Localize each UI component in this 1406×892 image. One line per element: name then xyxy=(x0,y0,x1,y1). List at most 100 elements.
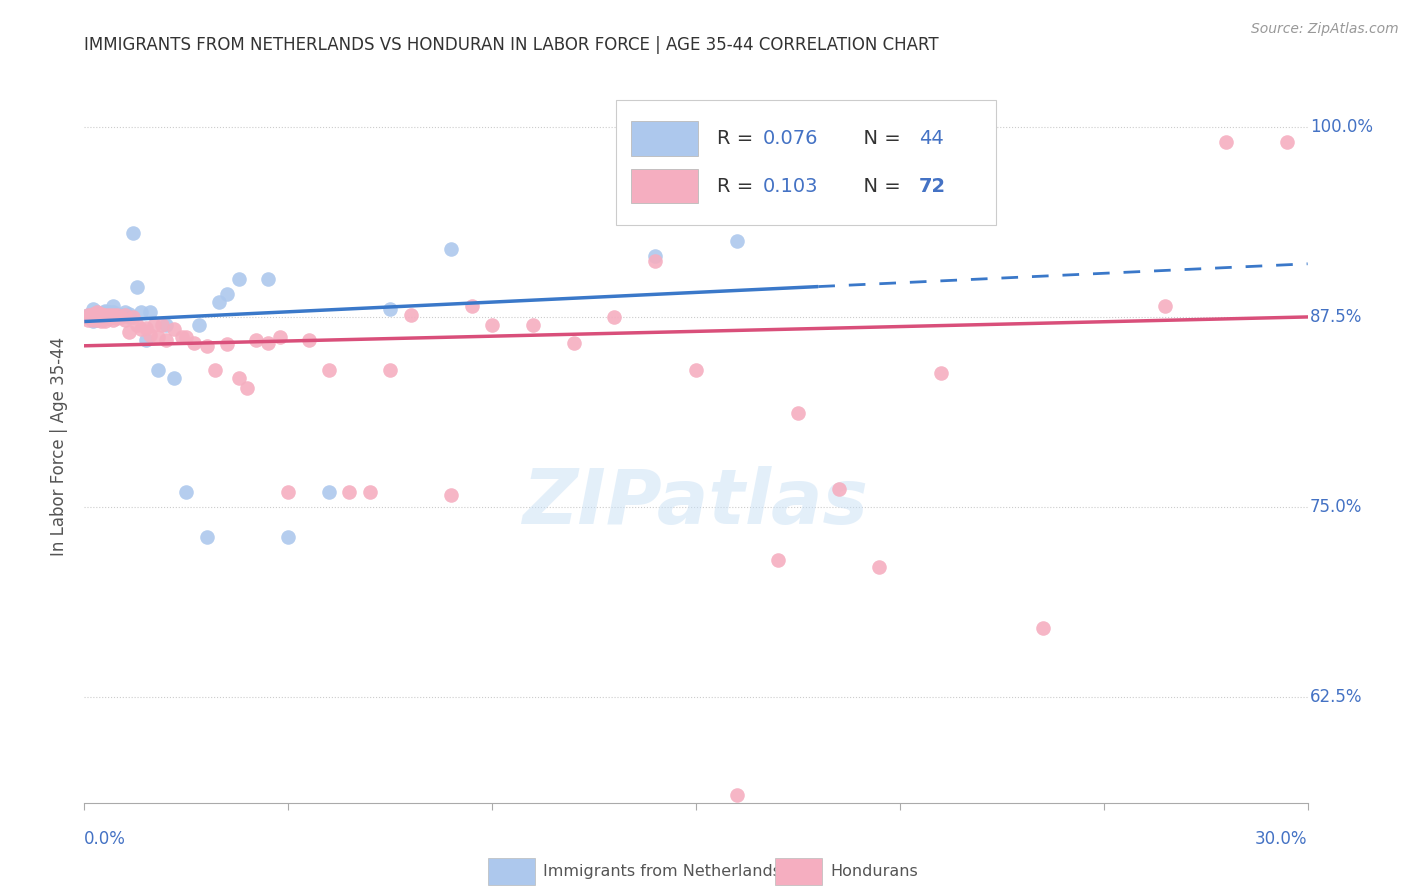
Point xyxy=(77,313,100,327)
Point xyxy=(204,363,226,377)
Point xyxy=(127,279,149,293)
Point xyxy=(86,305,108,319)
Point xyxy=(399,309,422,323)
Point xyxy=(146,329,169,343)
Point xyxy=(869,560,891,574)
Point xyxy=(1032,621,1054,635)
Point xyxy=(114,313,136,327)
Point xyxy=(339,484,360,499)
Text: 72: 72 xyxy=(918,177,946,195)
Point xyxy=(174,484,197,499)
Point xyxy=(90,310,112,324)
Point xyxy=(93,304,115,318)
Point xyxy=(195,339,218,353)
Point xyxy=(172,329,194,343)
Point xyxy=(105,311,128,326)
Text: R =: R = xyxy=(717,177,759,195)
Point xyxy=(138,305,160,319)
Point xyxy=(257,335,280,350)
Point xyxy=(269,329,291,343)
Point xyxy=(127,318,149,332)
Point xyxy=(90,309,112,323)
Point xyxy=(118,310,141,324)
Point xyxy=(97,311,120,326)
Point xyxy=(86,313,108,327)
Point xyxy=(90,314,112,328)
Point xyxy=(86,310,108,324)
Text: 0.0%: 0.0% xyxy=(84,830,127,848)
Point xyxy=(359,484,381,499)
Point xyxy=(93,305,115,319)
Y-axis label: In Labor Force | Age 35-44: In Labor Force | Age 35-44 xyxy=(51,336,69,556)
Point xyxy=(298,333,321,347)
Point xyxy=(138,328,160,343)
Point xyxy=(725,788,748,802)
Point xyxy=(163,322,186,336)
Point xyxy=(257,272,280,286)
Point xyxy=(481,318,503,332)
Point xyxy=(644,249,666,263)
Text: 100.0%: 100.0% xyxy=(1310,118,1374,136)
Point xyxy=(118,325,141,339)
Point xyxy=(118,307,141,321)
Point xyxy=(603,310,626,324)
FancyBboxPatch shape xyxy=(631,169,699,203)
Point xyxy=(122,310,145,324)
Text: N =: N = xyxy=(851,177,907,195)
Text: 87.5%: 87.5% xyxy=(1310,308,1362,326)
Text: IMMIGRANTS FROM NETHERLANDS VS HONDURAN IN LABOR FORCE | AGE 35-44 CORRELATION C: IMMIGRANTS FROM NETHERLANDS VS HONDURAN … xyxy=(84,36,939,54)
Point xyxy=(93,309,115,323)
Point xyxy=(725,234,748,248)
Text: Hondurans: Hondurans xyxy=(831,863,918,879)
Text: Source: ZipAtlas.com: Source: ZipAtlas.com xyxy=(1251,22,1399,37)
Point xyxy=(217,337,239,351)
Point xyxy=(929,366,952,380)
Point xyxy=(82,307,104,321)
Text: ZIPatlas: ZIPatlas xyxy=(523,467,869,540)
Point xyxy=(208,294,231,309)
Text: 62.5%: 62.5% xyxy=(1310,688,1362,706)
Point xyxy=(155,318,177,332)
Point xyxy=(183,335,205,350)
Point xyxy=(380,363,402,377)
Point xyxy=(90,310,112,324)
FancyBboxPatch shape xyxy=(488,858,534,885)
Point xyxy=(155,333,177,347)
Point xyxy=(1215,136,1237,150)
Point xyxy=(122,227,145,241)
Point xyxy=(685,363,707,377)
Point xyxy=(217,287,239,301)
Point xyxy=(135,320,157,334)
Point xyxy=(77,309,100,323)
Point xyxy=(135,333,157,347)
Point xyxy=(82,310,104,324)
Point xyxy=(142,318,165,332)
FancyBboxPatch shape xyxy=(776,858,823,885)
Point xyxy=(82,313,104,327)
FancyBboxPatch shape xyxy=(616,100,995,225)
Point xyxy=(77,310,100,324)
Point xyxy=(318,363,340,377)
FancyBboxPatch shape xyxy=(631,121,699,155)
Point xyxy=(644,253,666,268)
Point xyxy=(82,302,104,317)
Point xyxy=(93,314,115,328)
Text: 44: 44 xyxy=(918,129,943,148)
Point xyxy=(440,487,463,501)
Text: 75.0%: 75.0% xyxy=(1310,498,1362,516)
Text: Immigrants from Netherlands: Immigrants from Netherlands xyxy=(543,863,782,879)
Point xyxy=(110,309,132,323)
Point xyxy=(101,309,124,323)
Point xyxy=(461,299,484,313)
Point xyxy=(97,305,120,319)
Point xyxy=(1153,299,1175,313)
Point xyxy=(82,314,104,328)
Point xyxy=(827,482,849,496)
Point xyxy=(277,484,299,499)
Point xyxy=(187,318,209,332)
Point xyxy=(114,309,136,323)
Text: R =: R = xyxy=(717,129,759,148)
Point xyxy=(318,484,340,499)
Text: 0.076: 0.076 xyxy=(763,129,818,148)
Point xyxy=(380,302,402,317)
